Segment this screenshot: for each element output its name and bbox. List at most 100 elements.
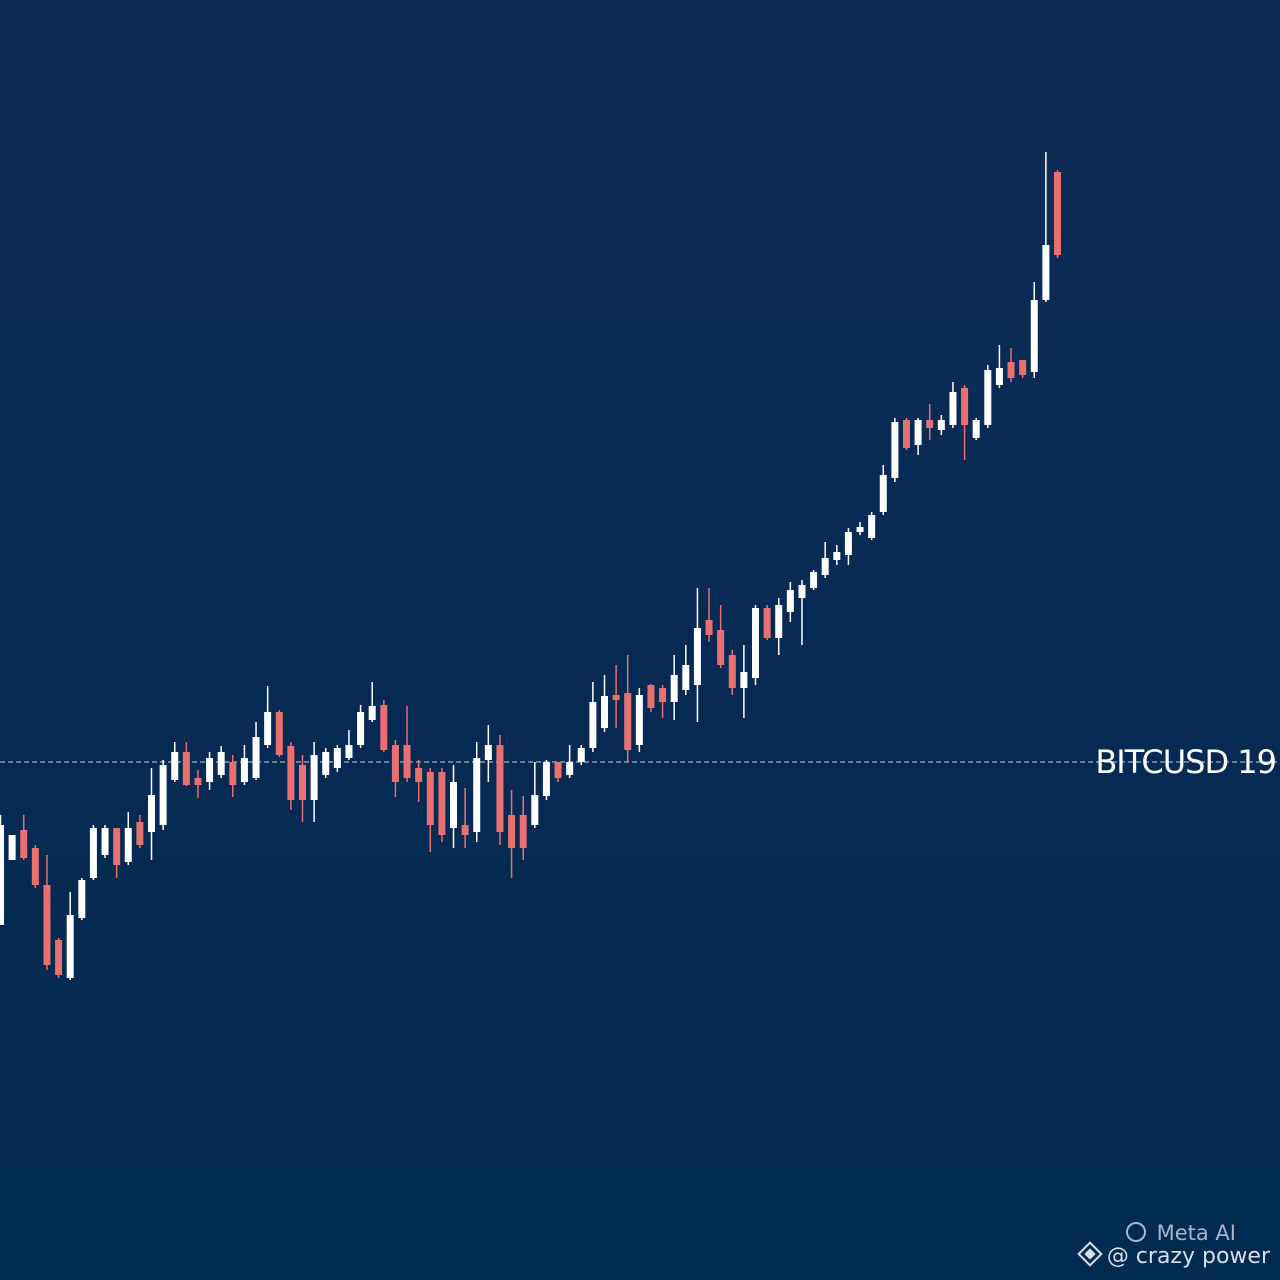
candle-body: [682, 665, 690, 690]
candle-body: [1054, 172, 1061, 255]
candle-body: [879, 475, 887, 512]
candle-body: [763, 608, 771, 638]
candle-body: [868, 515, 876, 538]
candle-body: [159, 765, 167, 825]
candle-body: [891, 422, 899, 478]
candle-body: [450, 782, 457, 828]
candle-body: [972, 420, 980, 438]
candle-body: [752, 608, 759, 678]
candle-body: [345, 745, 353, 758]
candle-body: [31, 848, 39, 885]
watermark-meta: Meta AI: [1157, 1221, 1236, 1245]
candle-body: [275, 712, 283, 755]
candle-body: [310, 755, 318, 800]
candle-body: [833, 552, 841, 560]
candle-body: [670, 675, 678, 702]
candle-body: [322, 752, 330, 775]
candle-body: [55, 940, 63, 975]
candle-body: [264, 712, 272, 745]
candle-body: [124, 828, 132, 862]
candle-body: [206, 758, 214, 782]
candle-body: [20, 830, 28, 858]
candle-body: [496, 745, 504, 832]
candle-body: [810, 572, 818, 588]
candle-body: [1030, 300, 1038, 372]
candle-body: [937, 420, 945, 430]
watermark-logo: [1077, 1241, 1103, 1267]
candle-body: [903, 420, 910, 448]
candle-body: [926, 420, 934, 428]
candle-body: [961, 388, 969, 425]
candle-body: [542, 762, 550, 796]
candle-body: [66, 915, 74, 978]
candle-body: [519, 815, 527, 848]
candle-body: [705, 620, 713, 635]
candle-body: [299, 765, 306, 800]
candle-body: [0, 825, 4, 925]
candle-body: [566, 762, 574, 775]
candle-body: [8, 835, 16, 860]
candle-body: [844, 532, 852, 555]
candle-body: [357, 712, 365, 745]
candle-body: [484, 745, 492, 760]
candle-body: [589, 702, 597, 748]
candle-body: [798, 585, 806, 598]
candle-body: [391, 745, 399, 782]
candle-body: [984, 370, 992, 425]
candle-body: [740, 672, 748, 688]
candle-body: [194, 778, 202, 785]
candle-body: [693, 628, 701, 685]
candle-body: [821, 558, 829, 575]
candle-body: [217, 752, 225, 775]
candle-body: [229, 762, 237, 785]
price-label: BITCUSD 19: [1095, 743, 1276, 781]
candle-body: [240, 758, 248, 782]
candle-body: [415, 768, 423, 782]
candle-body: [89, 828, 97, 878]
candle-body: [775, 605, 783, 638]
candle-body: [728, 655, 736, 688]
candle-body: [368, 706, 376, 720]
candle-body: [949, 392, 957, 425]
candle-body: [101, 828, 109, 855]
candle-body: [136, 822, 144, 845]
candle-body: [252, 737, 260, 778]
candle-body: [856, 527, 864, 532]
candle-body: [508, 815, 516, 848]
candle-body: [148, 795, 155, 832]
candle-body: [786, 590, 794, 612]
candle-body: [473, 758, 481, 832]
candle-body: [461, 825, 469, 835]
candle-body: [531, 795, 539, 825]
candle-body: [1007, 362, 1015, 378]
candle-body: [647, 685, 655, 708]
candle-body: [601, 696, 608, 728]
candle-body: [995, 368, 1003, 385]
candle-body: [171, 752, 179, 780]
candle-body: [1019, 360, 1027, 375]
candle-body: [380, 705, 388, 750]
candle-body: [287, 746, 295, 800]
candle-body: [577, 748, 585, 762]
candle-body: [333, 748, 341, 768]
candle-body: [113, 828, 121, 865]
candle-body: [182, 752, 190, 785]
candle-body: [624, 693, 632, 750]
candle-body: [78, 880, 86, 918]
candle-body: [438, 772, 446, 835]
candle-body: [717, 630, 725, 665]
candle-body: [43, 885, 51, 965]
candle-body: [914, 420, 922, 445]
watermark-icon: [1126, 1222, 1146, 1242]
candle-body: [403, 745, 411, 778]
candle-body: [1042, 245, 1050, 300]
candle-body: [612, 695, 620, 700]
candle-body: [659, 688, 667, 702]
watermark-user: @ crazy power: [1107, 1244, 1271, 1269]
candle-body: [554, 762, 562, 778]
candle-body: [635, 695, 643, 745]
candle-body: [426, 772, 434, 825]
